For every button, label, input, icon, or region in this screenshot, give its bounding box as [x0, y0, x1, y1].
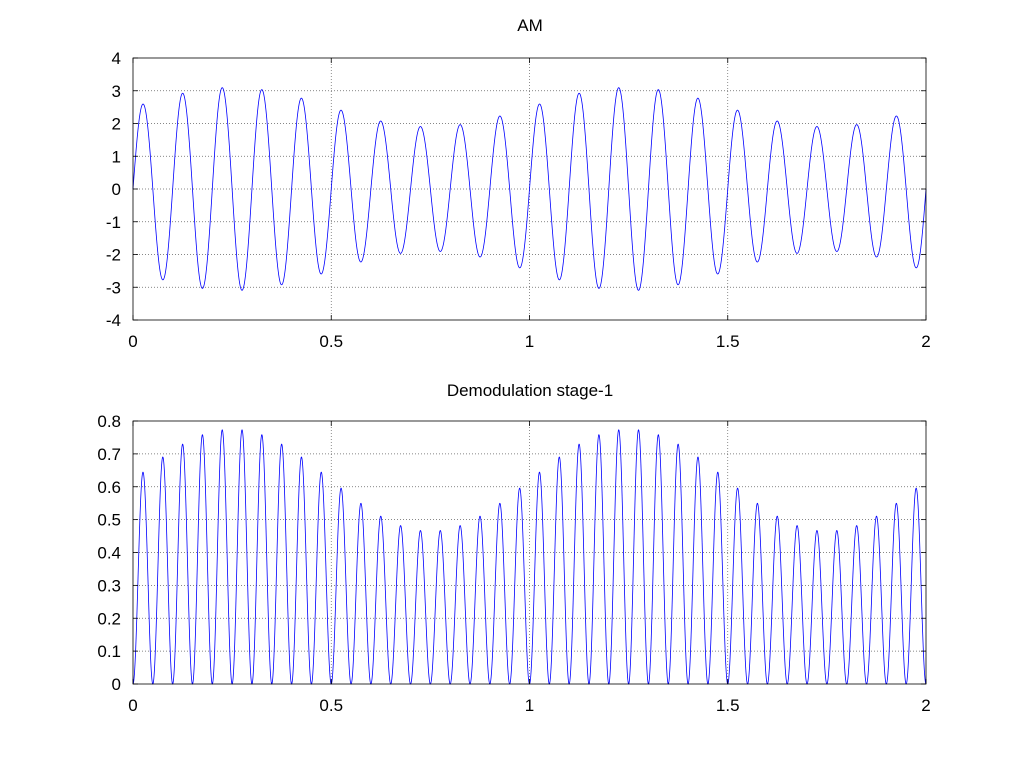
demodulation-xtick-label: 0: [128, 696, 137, 715]
am-ytick-label: 3: [112, 82, 121, 101]
demodulation-xtick-label: 2: [921, 696, 930, 715]
am-title: AM: [517, 16, 543, 35]
am-ytick-label: -4: [106, 311, 121, 330]
demodulation-ytick-label: 0.5: [97, 511, 121, 530]
am-ytick-label: -3: [106, 278, 121, 297]
demodulation-xtick-label: 1.5: [716, 696, 740, 715]
am-xtick-label: 2: [921, 332, 930, 351]
demodulation-ytick-label: 0.6: [97, 478, 121, 497]
am-xtick-label: 1.5: [716, 332, 740, 351]
am-ytick-label: 0: [112, 180, 121, 199]
demodulation-ytick-label: 0.4: [97, 544, 121, 563]
am-ytick-label: 4: [112, 49, 121, 68]
demodulation-subplot: Demodulation stage-1 0 0.5 1 1.5 2 0 0.1 0.2 0.3…: [97, 381, 930, 715]
am-grid: [133, 58, 926, 320]
demodulation-ytick-label: 0.7: [97, 445, 121, 464]
am-ytick-label: 1: [112, 147, 121, 166]
am-ytick-label: -2: [106, 246, 121, 265]
am-subplot: AM 0 0.5 1 1.5 2 -4 -3 -2 -1 0 1 2 3 4: [106, 16, 931, 351]
demodulation-ytick-label: 0.2: [97, 609, 121, 628]
am-ytick-label: -1: [106, 213, 121, 232]
am-signal-line: [132, 87, 927, 291]
demodulation-ytick-label: 0.8: [97, 412, 121, 431]
demodulation-grid: [133, 421, 926, 684]
demodulation-ytick-label: 0: [112, 675, 121, 694]
am-xtick-label: 0: [128, 332, 137, 351]
demodulation-xtick-label: 1: [525, 696, 534, 715]
demodulation-ytick-label: 0.3: [97, 576, 121, 595]
demodulation-ytick-label: 0.1: [97, 642, 121, 661]
am-xtick-label: 0.5: [319, 332, 343, 351]
demodulation-xtick-label: 0.5: [319, 696, 343, 715]
am-xtick-label: 1: [525, 332, 534, 351]
demodulation-title: Demodulation stage-1: [447, 381, 613, 400]
am-ytick-label: 2: [112, 115, 121, 134]
